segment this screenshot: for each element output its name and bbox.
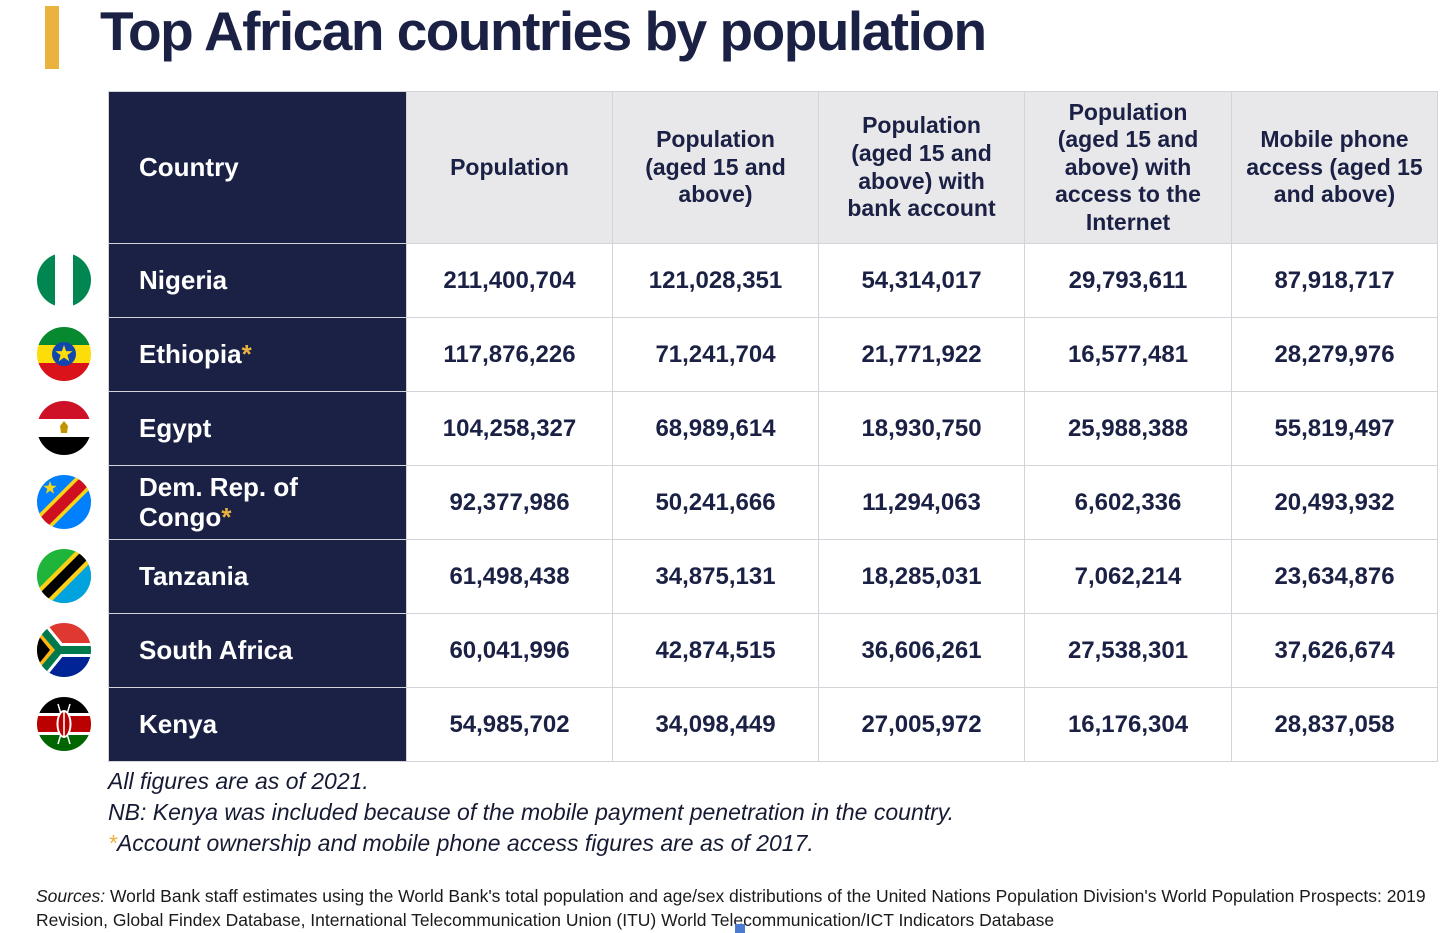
column-header-population-15-plus: Population (aged 15 and above) bbox=[612, 91, 819, 244]
value-cell: 71,241,704 bbox=[612, 317, 819, 392]
value-cell: 42,874,515 bbox=[612, 613, 819, 688]
column-header-mobile-access: Mobile phone access (aged 15 and above) bbox=[1231, 91, 1438, 244]
column-header-population: Population bbox=[406, 91, 613, 244]
value-cell: 25,988,388 bbox=[1024, 391, 1232, 466]
sources-line: Sources: World Bank staff estimates usin… bbox=[36, 884, 1431, 932]
country-cell: Tanzania bbox=[108, 539, 407, 614]
country-cell: Egypt bbox=[108, 391, 407, 466]
country-name: Nigeria bbox=[139, 264, 228, 295]
country-cell: Nigeria bbox=[108, 243, 407, 318]
value-cell: 121,028,351 bbox=[612, 243, 819, 318]
value-cell: 61,498,438 bbox=[406, 539, 613, 614]
value-cell: 16,176,304 bbox=[1024, 687, 1232, 762]
sources-label: Sources: bbox=[36, 886, 106, 906]
value-cell: 16,577,481 bbox=[1024, 317, 1232, 392]
header-row: Country Population Population (aged 15 a… bbox=[108, 91, 1438, 244]
country-name: Egypt bbox=[139, 412, 212, 443]
south-africa-flag-icon bbox=[37, 623, 91, 677]
value-cell: 11,294,063 bbox=[818, 465, 1025, 540]
country-cell: Kenya bbox=[108, 687, 407, 762]
nigeria-flag-icon bbox=[37, 253, 91, 307]
note-asterisk-explanation: *Account ownership and mobile phone acce… bbox=[108, 830, 814, 856]
country-cell: Ethiopia* bbox=[108, 317, 407, 392]
population-table: Country Population Population (aged 15 a… bbox=[108, 91, 1438, 762]
value-cell: 55,819,497 bbox=[1231, 391, 1438, 466]
value-cell: 21,771,922 bbox=[818, 317, 1025, 392]
dr-congo-flag-icon bbox=[37, 475, 91, 529]
gold-asterisk: * bbox=[108, 830, 117, 856]
value-cell: 18,285,031 bbox=[818, 539, 1025, 614]
table-row-ethiopia: Ethiopia* 117,876,226 71,241,704 21,771,… bbox=[108, 317, 1438, 392]
country-name: Ethiopia bbox=[139, 338, 242, 369]
country-name: Dem. Rep. of Congo bbox=[139, 471, 298, 532]
country-cell: Dem. Rep. of Congo* bbox=[108, 465, 407, 540]
table-row-nigeria: Nigeria 211,400,704 121,028,351 54,314,0… bbox=[108, 243, 1438, 318]
value-cell: 54,314,017 bbox=[818, 243, 1025, 318]
page-title: Top African countries by population bbox=[100, 0, 987, 62]
egypt-flag-icon bbox=[37, 401, 91, 455]
value-cell: 117,876,226 bbox=[406, 317, 613, 392]
tanzania-flag-icon bbox=[37, 549, 91, 603]
value-cell: 50,241,666 bbox=[612, 465, 819, 540]
value-cell: 6,602,336 bbox=[1024, 465, 1232, 540]
value-cell: 28,279,976 bbox=[1231, 317, 1438, 392]
value-cell: 211,400,704 bbox=[406, 243, 613, 318]
country-cell: South Africa bbox=[108, 613, 407, 688]
value-cell: 36,606,261 bbox=[818, 613, 1025, 688]
value-cell: 18,930,750 bbox=[818, 391, 1025, 466]
value-cell: 7,062,214 bbox=[1024, 539, 1232, 614]
value-cell: 27,538,301 bbox=[1024, 613, 1232, 688]
value-cell: 28,837,058 bbox=[1231, 687, 1438, 762]
table-row-egypt: Egypt 104,258,327 68,989,614 18,930,750 … bbox=[108, 391, 1438, 466]
footnote-asterisk: * bbox=[221, 501, 232, 532]
note-kenya-inclusion: NB: Kenya was included because of the mo… bbox=[108, 799, 954, 825]
ethiopia-flag-icon bbox=[37, 327, 91, 381]
title-accent-bar bbox=[45, 6, 59, 69]
value-cell: 23,634,876 bbox=[1231, 539, 1438, 614]
value-cell: 27,005,972 bbox=[818, 687, 1025, 762]
table-row-tanzania: Tanzania 61,498,438 34,875,131 18,285,03… bbox=[108, 539, 1438, 614]
kenya-flag-icon bbox=[37, 697, 91, 751]
footnotes: All figures are as of 2021. NB: Kenya wa… bbox=[108, 766, 954, 859]
table-row-south-africa: South Africa 60,041,996 42,874,515 36,60… bbox=[108, 613, 1438, 688]
column-header-bank-account: Population (aged 15 and above) with bank… bbox=[818, 91, 1025, 244]
column-header-country: Country bbox=[108, 91, 407, 244]
value-cell: 68,989,614 bbox=[612, 391, 819, 466]
column-header-internet-access: Population (aged 15 and above) with acce… bbox=[1024, 91, 1232, 244]
table-row-kenya: Kenya 54,985,702 34,098,449 27,005,972 1… bbox=[108, 687, 1438, 762]
footnote-asterisk: * bbox=[241, 338, 252, 369]
note-figures-year: All figures are as of 2021. bbox=[108, 768, 369, 794]
value-cell: 60,041,996 bbox=[406, 613, 613, 688]
country-name: South Africa bbox=[139, 634, 293, 665]
sources-text: World Bank staff estimates using the Wor… bbox=[36, 886, 1426, 930]
country-name: Kenya bbox=[139, 708, 218, 739]
value-cell: 104,258,327 bbox=[406, 391, 613, 466]
value-cell: 20,493,932 bbox=[1231, 465, 1438, 540]
blue-square-artifact bbox=[735, 924, 745, 933]
value-cell: 37,626,674 bbox=[1231, 613, 1438, 688]
value-cell: 54,985,702 bbox=[406, 687, 613, 762]
table-row-dr-congo: Dem. Rep. of Congo* 92,377,986 50,241,66… bbox=[108, 465, 1438, 540]
value-cell: 87,918,717 bbox=[1231, 243, 1438, 318]
value-cell: 29,793,611 bbox=[1024, 243, 1232, 318]
country-name: Tanzania bbox=[139, 560, 249, 591]
value-cell: 92,377,986 bbox=[406, 465, 613, 540]
value-cell: 34,098,449 bbox=[612, 687, 819, 762]
value-cell: 34,875,131 bbox=[612, 539, 819, 614]
